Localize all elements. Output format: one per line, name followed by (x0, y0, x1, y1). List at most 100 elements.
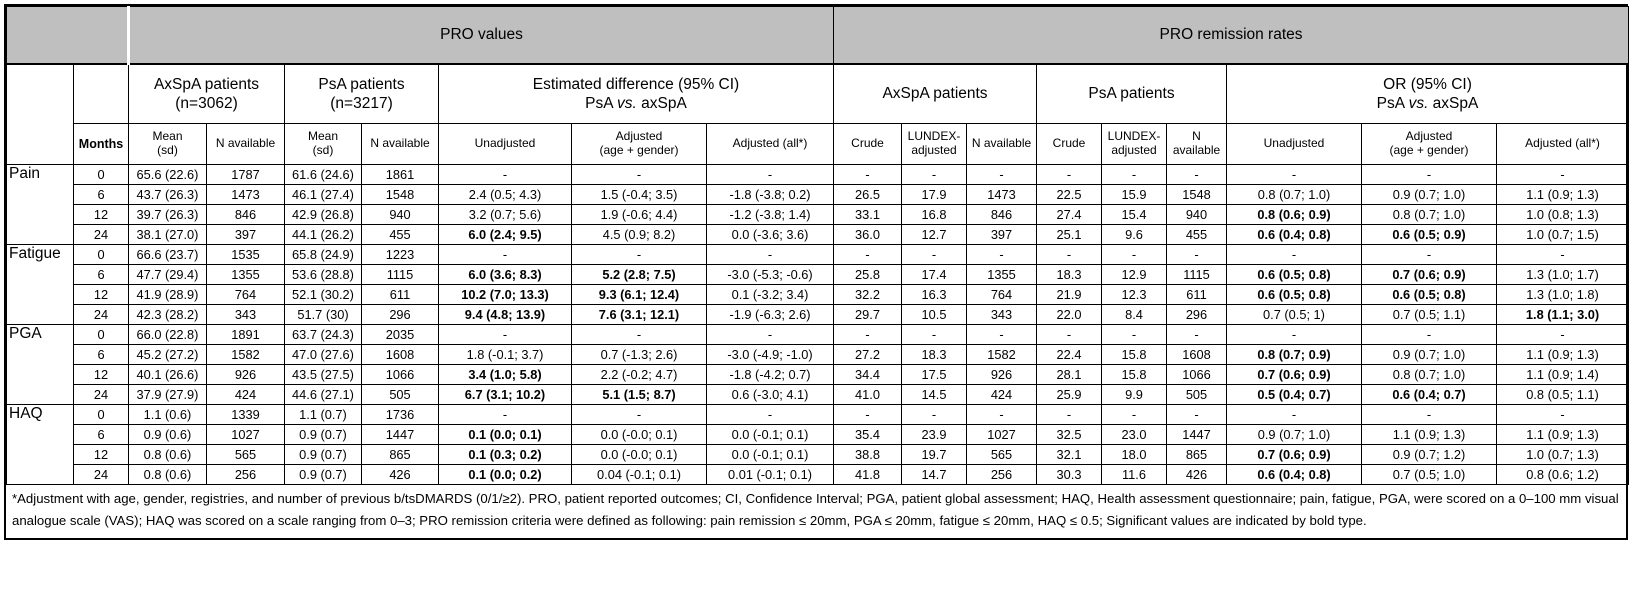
table-row: Fatigue 0 66.6 (23.7) 1535 65.8 (24.9) 1223- -… (6, 244, 1630, 325)
table-cell: 26.5 (833, 184, 902, 205)
table-cell: 6 (73, 344, 129, 365)
table-cell: - (438, 404, 572, 425)
table-cell: 846 (966, 204, 1037, 225)
table-cell: 1.3 (1.0; 1.7) (1495, 264, 1630, 285)
table-cell: 27.2 (833, 344, 902, 365)
table-cell: 1787 (206, 164, 285, 185)
table-cell: 36.0 (833, 224, 902, 245)
table-cell: 940 (1166, 204, 1227, 225)
table-cell: 0.04 (-0.1; 0.1) (571, 464, 707, 485)
table-cell: 865 (361, 444, 439, 465)
table-cell: 18.0 (1101, 444, 1167, 465)
table-cell: - (571, 404, 707, 425)
table-cell: 1.8 (1.1; 3.0) (1495, 304, 1630, 325)
table-cell: 455 (1166, 224, 1227, 245)
header-band-corner (6, 6, 130, 65)
table-cell: 1.0 (0.7; 1.5) (1495, 224, 1630, 245)
table-cell: - (1036, 164, 1102, 185)
table-cell: 12 (73, 444, 129, 465)
table-cell: 65.8 (24.9) (284, 244, 362, 265)
table-cell: - (833, 164, 902, 185)
table-cell: 1447 (1166, 424, 1227, 445)
table-cell: 505 (361, 384, 439, 405)
table-cell: 455 (361, 224, 439, 245)
table-cell: 19.7 (901, 444, 967, 465)
table-cell: 39.7 (26.3) (128, 204, 207, 225)
column-header: Mean (sd) (284, 123, 362, 165)
table-cell: 14.5 (901, 384, 967, 405)
table-cell: - (1226, 324, 1362, 345)
section-header: PsA patients (1036, 63, 1227, 124)
table-cell: 25.1 (1036, 224, 1102, 245)
header-band-row: PRO values PRO remission rates (6, 6, 1630, 65)
table-cell: - (706, 324, 834, 345)
table-row: Pain 0 65.6 (22.6) 1787 61.6 (24.6) 1861- - - - -… (6, 164, 1630, 245)
table-cell: - (1361, 324, 1497, 345)
table-cell: -1.8 (-4.2; 0.7) (706, 364, 834, 385)
section-header: AxSpA patients (n=3062) (128, 63, 285, 124)
table-cell: 1355 (966, 264, 1037, 285)
table-cell: 0.8 (0.6) (128, 444, 207, 465)
table-cell: 25.8 (833, 264, 902, 285)
table-cell: 47.7 (29.4) (128, 264, 207, 285)
table-cell: 1.1 (0.6) (128, 404, 207, 425)
table-cell: 5.2 (2.8; 7.5) (571, 264, 707, 285)
table-cell: - (1361, 164, 1497, 185)
table-cell: 16.8 (901, 204, 967, 225)
table-cell: 926 (206, 364, 285, 385)
table-row: HAQ 0 1.1 (0.6) 1339 1.1 (0.7) 1736- - - - - - - - - -… (6, 404, 1630, 485)
table-cell: 33.1 (833, 204, 902, 225)
table-cell: 27.4 (1036, 204, 1102, 225)
table-cell: 32.1 (1036, 444, 1102, 465)
table-row: 24 42.3 (28.2) 343 51.7 (30) 296 9.4 (4.8; 13… (7, 304, 1630, 325)
table-cell: - (438, 324, 572, 345)
table-cell: - (1495, 324, 1630, 345)
table-cell: 0.1 (-3.2; 3.4) (706, 284, 834, 305)
table-row: 6 0.9 (0.6) 1027 0.9 (0.7) 1447 0.1 (0.0; 0.1… (7, 424, 1630, 445)
table-cell: - (571, 324, 707, 345)
table-cell: - (1101, 404, 1167, 425)
table-cell: - (438, 244, 572, 265)
table-cell: 0.6 (0.4; 0.7) (1361, 384, 1497, 405)
table-cell: 63.7 (24.3) (284, 324, 362, 345)
table-row: 12 41.9 (28.9) 764 52.1 (30.2) 611 10.2 (7.0;… (7, 284, 1630, 305)
table-cell: 505 (1166, 384, 1227, 405)
table-cell: 0.8 (0.7; 0.9) (1226, 344, 1362, 365)
table-cell: 1355 (206, 264, 285, 285)
table-cell: 37.9 (27.9) (128, 384, 207, 405)
table-cell: - (901, 164, 967, 185)
table-cell: 12 (73, 204, 129, 225)
table-cell: 24 (73, 464, 129, 485)
table-cell: 0.6 (0.5; 0.8) (1226, 284, 1362, 305)
table-cell: - (438, 164, 572, 185)
table-cell: 12.3 (1101, 284, 1167, 305)
table-cell: - (966, 324, 1037, 345)
table-cell: 1608 (1166, 344, 1227, 365)
table-cell: - (1495, 164, 1630, 185)
table-cell: 1115 (1166, 264, 1227, 285)
table-cell: 6.0 (2.4; 9.5) (438, 224, 572, 245)
table-cell: 47.0 (27.6) (284, 344, 362, 365)
column-header: Adjusted (age + gender) (571, 123, 707, 165)
table-cell: 1861 (361, 164, 439, 185)
table-cell: 1.3 (1.0; 1.8) (1495, 284, 1630, 305)
table-cell: 764 (206, 284, 285, 305)
table-cell: 611 (361, 284, 439, 305)
table-cell: - (1226, 244, 1362, 265)
table-cell: 1066 (1166, 364, 1227, 385)
table-cell: 2.4 (0.5; 4.3) (438, 184, 572, 205)
section-header-row: AxSpA patients (n=3062) PsA patients (n=321… (6, 63, 1630, 165)
table-cell: 32.2 (833, 284, 902, 305)
table-cell: 1473 (206, 184, 285, 205)
table-cell: 5.1 (1.5; 8.7) (571, 384, 707, 405)
table-cell: 0.9 (0.7) (284, 424, 362, 445)
table-cell: 1339 (206, 404, 285, 425)
table-cell: 0.0 (-0.0; 0.1) (571, 424, 707, 445)
table-cell: - (571, 164, 707, 185)
column-header: N available (1166, 123, 1227, 165)
table-cell: 1473 (966, 184, 1037, 205)
table-cell: 12.7 (901, 224, 967, 245)
table-row: 24 0.8 (0.6) 256 0.9 (0.7) 426 0.1 (0.0; 0.2)… (7, 464, 1630, 485)
table-cell: - (1166, 164, 1227, 185)
table-cell: 343 (966, 304, 1037, 325)
